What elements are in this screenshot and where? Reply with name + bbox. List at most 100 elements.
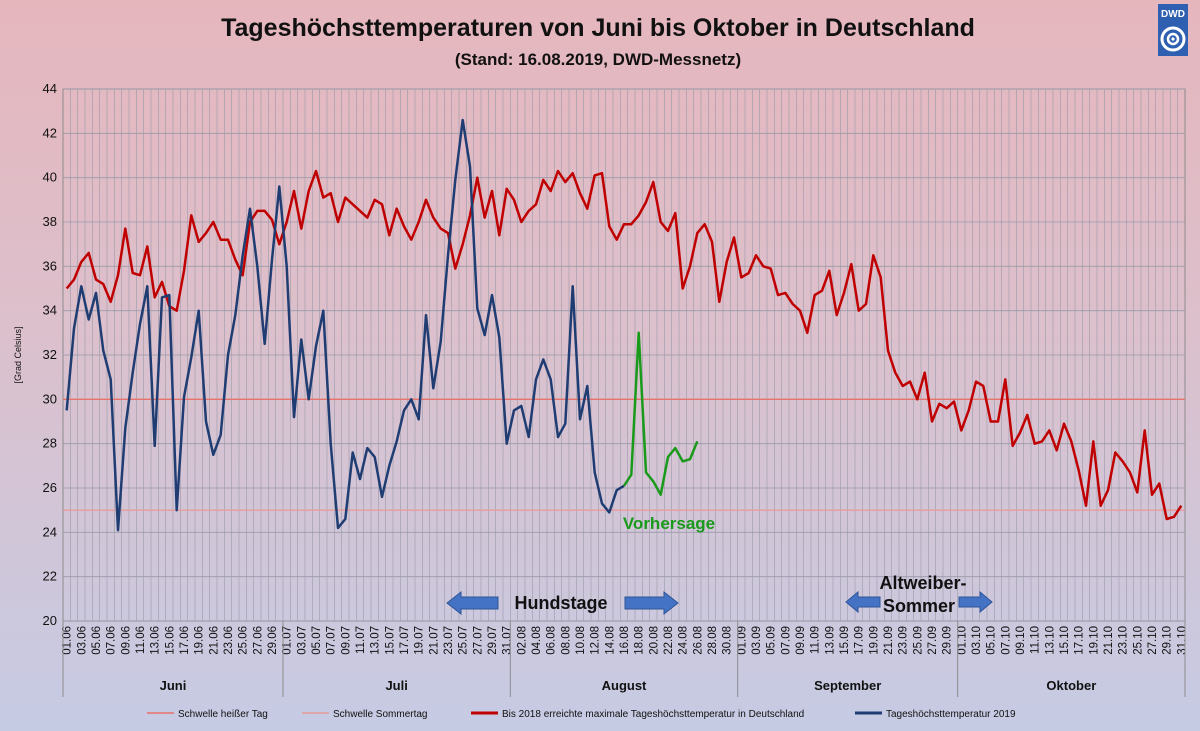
x-tick-label: 17.07 [399,626,411,655]
y-tick-label: 20 [43,613,57,628]
x-tick-label: 27.09 [927,626,939,655]
x-tick-label: 29.10 [1162,626,1174,655]
x-tick-label: 25.09 [912,626,924,655]
y-axis-ticks: 20 22 24 26 28 30 32 34 36 38 40 42 44 [43,81,57,628]
x-tick-label: 05.06 [91,626,103,655]
x-tick-label: 31.07 [502,626,514,655]
x-tick-label: 15.09 [839,626,851,655]
x-tick-label: 15.06 [164,626,176,655]
x-tick-label: 05.09 [766,626,778,655]
x-tick-label: 02.08 [516,626,528,655]
altweiber-label-line2: Sommer [883,596,955,616]
x-tick-label: 21.07 [428,626,440,655]
x-tick-label: 17.06 [179,626,191,655]
x-tick-label: 27.06 [252,626,264,655]
x-tick-label: 05.10 [986,626,998,655]
month-label: August [602,678,647,693]
x-tick-label: 27.10 [1147,626,1159,655]
x-tick-label: 06.08 [546,626,558,655]
y-tick-label: 36 [43,258,57,273]
x-axis-ticks: 01.06 03.06 05.06 07.06 09.06 11.06 13.06 15.06… [62,626,1189,655]
y-tick-label: 42 [43,125,57,140]
legend-label-max-series: Bis 2018 erreichte maximale Tageshöchstt… [502,709,804,720]
y-tick-label: 30 [43,391,57,406]
x-tick-label: 19.10 [1088,626,1100,655]
x-tick-label: 13.09 [824,626,836,655]
month-label: Oktober [1046,678,1096,693]
x-tick-label: 25.07 [458,626,470,655]
y-tick-label: 24 [43,524,57,539]
hundstage-annotation: Hundstage [446,590,679,616]
x-tick-label: 23.06 [223,626,235,655]
x-tick-label: 30.08 [722,626,734,655]
x-tick-label: 22.08 [663,626,675,655]
legend-label-hot-threshold: Schwelle heißer Tag [178,709,268,720]
altweiber-arrow-left [845,590,881,614]
x-tick-label: 15.10 [1059,626,1071,655]
x-tick-label: 26.08 [692,626,704,655]
x-tick-label: 23.07 [443,626,455,655]
x-tick-label: 23.09 [898,626,910,655]
altweiber-arrow-right [958,590,993,614]
x-tick-label: 19.09 [868,626,880,655]
x-tick-label: 03.09 [751,626,763,655]
x-tick-label: 16.08 [619,626,631,655]
legend: Schwelle heißer Tag Schwelle Sommertag B… [147,709,1016,720]
x-tick-label: 31.10 [1176,626,1188,655]
x-tick-label: 29.09 [942,626,954,655]
x-tick-label: 29.07 [487,626,499,655]
x-tick-label: 17.09 [854,626,866,655]
x-tick-label: 09.06 [120,626,132,655]
legend-label-2019-series: Tageshöchsttemperatur 2019 [886,709,1016,720]
x-tick-label: 03.07 [296,626,308,655]
x-tick-label: 11.10 [1030,626,1042,654]
x-tick-label: 11.09 [810,626,822,654]
hundstage-arrow-left [446,590,499,616]
horizontal-gridlines [63,88,1185,622]
month-label: September [814,678,881,693]
x-tick-label: 08.08 [560,626,572,655]
x-tick-label: 01.10 [956,626,968,655]
x-tick-label: 17.10 [1074,626,1086,655]
x-tick-label: 27.07 [472,626,484,655]
x-tick-label: 07.07 [326,626,338,655]
hundstage-label: Hundstage [514,593,607,613]
x-tick-label: 23.10 [1118,626,1130,655]
legend-label-summer-threshold: Schwelle Sommertag [333,709,427,720]
y-tick-label: 32 [43,347,57,362]
chart-subtitle: (Stand: 16.08.2019, DWD-Messnetz) [455,50,741,69]
x-tick-label: 01.06 [62,626,74,655]
x-tick-label: 10.08 [575,626,587,655]
x-tick-label: 25.10 [1132,626,1144,655]
x-tick-label: 01.07 [282,626,294,655]
x-tick-label: 05.07 [311,626,323,655]
x-tick-label: 14.08 [604,626,616,655]
month-label: Juli [385,678,407,693]
y-tick-label: 44 [43,81,57,96]
series-lines [65,118,1183,532]
x-tick-label: 13.10 [1044,626,1056,655]
x-tick-label: 19.06 [194,626,206,655]
month-labels: Juni Juli August September Oktober [62,621,1186,697]
dwd-logo: DWD [1158,4,1188,56]
series-line-2 [622,331,699,496]
month-label: Juni [160,678,187,693]
x-tick-label: 24.08 [678,626,690,655]
x-tick-label: 13.06 [150,626,162,655]
altweiber-label-line1: Altweiber- [879,573,966,593]
x-tick-label: 03.10 [971,626,983,655]
y-tick-label: 26 [43,480,57,495]
series-line-0 [65,169,1183,521]
altweibersommer-annotation: Altweiber- Sommer [845,573,993,616]
threshold-lines [63,398,1185,511]
x-tick-label: 21.09 [883,626,895,655]
x-tick-label: 20.08 [648,626,660,655]
y-tick-label: 40 [43,170,57,185]
y-tick-label: 22 [43,569,57,584]
x-tick-label: 03.06 [76,626,88,655]
x-tick-label: 09.10 [1015,626,1027,655]
x-tick-label: 07.10 [1000,626,1012,655]
y-tick-label: 28 [43,436,57,451]
x-tick-label: 28.08 [707,626,719,655]
